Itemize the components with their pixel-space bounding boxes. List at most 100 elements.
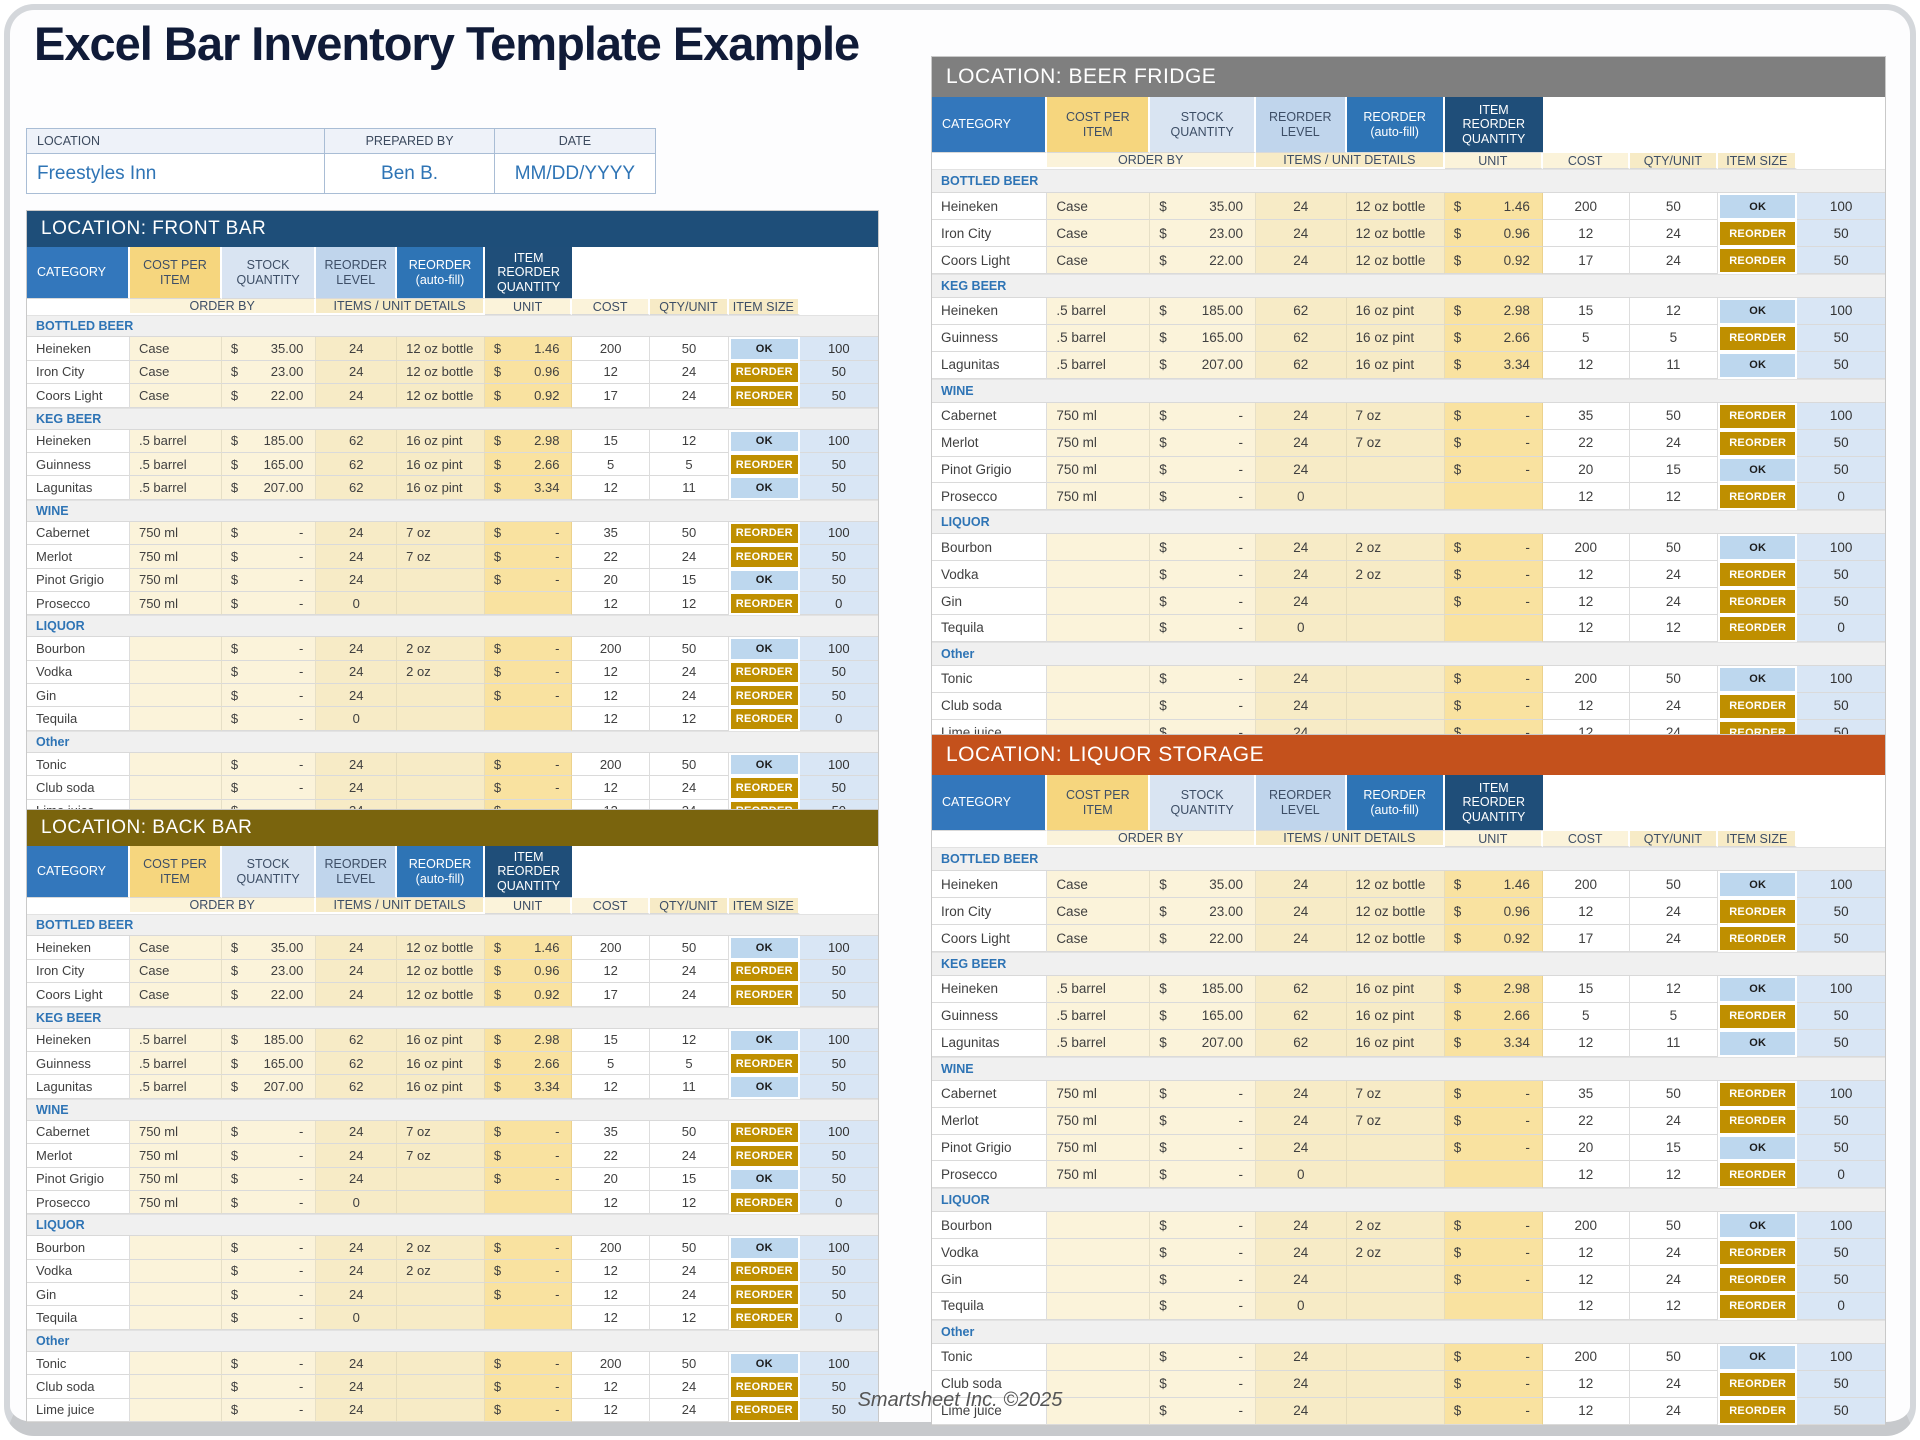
col-header-reorder-level[interactable]: REORDER LEVEL [316, 247, 398, 299]
cell-cost-per-item[interactable]: $- [1444, 1266, 1543, 1293]
reorder-status-cell[interactable]: REORDER [729, 1283, 800, 1307]
cell-reorder-level[interactable]: 11 [649, 476, 730, 500]
cell-cost[interactable]: $35.00 [221, 337, 317, 361]
cell-reorder-level[interactable]: 12 [649, 429, 730, 453]
cell-item-name[interactable]: Guinness [932, 324, 1048, 352]
cell-reorder-level[interactable]: 24 [649, 1375, 730, 1399]
cell-stock-quantity[interactable]: 200 [1542, 1343, 1630, 1371]
cell-stock-quantity[interactable]: 22 [572, 1144, 650, 1168]
cell-stock-quantity[interactable]: 200 [572, 1351, 650, 1376]
col-header-item-size[interactable]: ITEM SIZE [729, 299, 800, 316]
col-header-order-by[interactable]: ORDER BY [1047, 153, 1257, 170]
cell-qty-unit[interactable]: 0 [1256, 1292, 1347, 1320]
reorder-status-cell[interactable]: REORDER [1718, 1239, 1798, 1267]
cell-qty-unit[interactable]: 24 [1256, 871, 1347, 899]
cell-unit[interactable]: 750 ml [1047, 456, 1151, 484]
cell-qty-unit[interactable]: 24 [316, 752, 398, 777]
cell-cost[interactable]: $- [1150, 1134, 1257, 1162]
section-row-liquor[interactable]: LIQUOR [27, 615, 878, 638]
reorder-status-cell[interactable]: REORDER [1718, 1292, 1798, 1320]
cell-reorder-level[interactable]: 50 [1629, 665, 1719, 693]
cell-unit[interactable] [1047, 1343, 1151, 1371]
cell-cost-per-item[interactable]: $- [1444, 1343, 1543, 1371]
cell-unit[interactable]: Case [129, 959, 222, 984]
cell-reorder-level[interactable]: 24 [649, 545, 730, 569]
cell-cost[interactable]: $- [1150, 1239, 1257, 1267]
cell-qty-unit[interactable]: 24 [1256, 1397, 1347, 1425]
cell-cost-per-item[interactable]: $- [1444, 561, 1543, 589]
cell-cost[interactable]: $- [221, 1190, 317, 1215]
cell-stock-quantity[interactable]: 12 [572, 1283, 650, 1307]
cell-item-reorder-quantity[interactable]: 0 [1797, 483, 1885, 511]
cell-item-name[interactable]: Tonic [932, 665, 1048, 693]
cell-cost-per-item[interactable]: $1.46 [484, 936, 573, 960]
cell-reorder-level[interactable]: 24 [1629, 692, 1719, 720]
cell-qty-unit[interactable]: 24 [316, 545, 398, 569]
cell-cost[interactable]: $207.00 [221, 476, 317, 500]
cell-cost[interactable]: $- [1150, 588, 1257, 615]
cell-qty-unit[interactable]: 24 [316, 776, 398, 800]
cell-item-size[interactable]: 16 oz pint [397, 1028, 485, 1052]
cell-cost-per-item[interactable]: $- [484, 1236, 573, 1260]
col-header-reorder-autofill[interactable]: REORDER (auto-fill) [397, 846, 485, 898]
cell-item-reorder-quantity[interactable]: 100 [799, 337, 878, 361]
col-header-order-by[interactable]: ORDER BY [1047, 831, 1257, 848]
cell-item-name[interactable]: Bourbon [27, 637, 130, 661]
cell-stock-quantity[interactable]: 12 [1542, 1161, 1630, 1189]
cell-qty-unit[interactable]: 0 [316, 591, 398, 616]
cell-unit[interactable] [129, 1398, 222, 1423]
cell-item-name[interactable]: Bourbon [932, 1212, 1048, 1240]
col-header-item-reorder-quantity[interactable]: ITEM REORDER QUANTITY [1444, 97, 1543, 153]
cell-unit[interactable]: Case [1047, 247, 1151, 275]
col-header-items-unit-details[interactable]: ITEMS / UNIT DETAILS [316, 299, 485, 316]
cell-item-reorder-quantity[interactable]: 50 [1797, 351, 1885, 379]
cell-item-size[interactable] [1346, 614, 1445, 642]
cell-qty-unit[interactable]: 24 [316, 637, 398, 661]
cell-stock-quantity[interactable]: 12 [572, 1306, 650, 1330]
cell-item-reorder-quantity[interactable]: 50 [799, 983, 878, 1007]
cell-cost-per-item[interactable]: $0.96 [484, 959, 573, 984]
location-band-front-bar[interactable]: LOCATION: FRONT BAR [27, 211, 878, 247]
info-header-prepared-by[interactable]: PREPARED BY [325, 129, 495, 154]
info-header-location[interactable]: LOCATION [27, 129, 326, 154]
cell-item-size[interactable] [397, 1375, 485, 1399]
cell-reorder-level[interactable]: 15 [649, 1167, 730, 1191]
cell-cost-per-item[interactable]: $- [484, 568, 573, 592]
cell-item-name[interactable]: Vodka [932, 1239, 1048, 1267]
cell-item-reorder-quantity[interactable]: 50 [1797, 925, 1885, 953]
reorder-status-cell[interactable]: OK [729, 1236, 800, 1260]
cell-reorder-level[interactable]: 12 [1629, 1161, 1719, 1189]
cell-item-size[interactable]: 16 oz pint [1346, 976, 1445, 1003]
cell-item-reorder-quantity[interactable]: 50 [799, 1075, 878, 1099]
cell-stock-quantity[interactable]: 20 [572, 568, 650, 592]
cell-item-name[interactable]: Iron City [932, 220, 1048, 248]
cell-item-size[interactable] [397, 1306, 485, 1330]
section-row-bottled-beer[interactable]: BOTTLED BEER [27, 315, 878, 338]
cell-cost[interactable]: $23.00 [221, 959, 317, 984]
cell-cost-per-item[interactable]: $- [1444, 534, 1543, 562]
cell-cost-per-item[interactable]: $- [1444, 692, 1543, 720]
col-header-stock-quantity[interactable]: STOCK QUANTITY [221, 247, 317, 299]
cell-stock-quantity[interactable]: 15 [572, 429, 650, 453]
cell-cost[interactable]: $185.00 [221, 1028, 317, 1052]
cell-stock-quantity[interactable]: 35 [572, 1120, 650, 1145]
cell-item-reorder-quantity[interactable]: 50 [1797, 1397, 1885, 1425]
cell-item-name[interactable]: Cabernet [27, 1120, 130, 1145]
section-row-keg-beer[interactable]: KEG BEER [27, 407, 878, 430]
cell-item-name[interactable]: Vodka [27, 1259, 130, 1284]
cell-cost-per-item[interactable]: $1.46 [1444, 193, 1543, 221]
cell-cost-per-item[interactable]: $- [1444, 1370, 1543, 1398]
cell-item-reorder-quantity[interactable]: 50 [799, 545, 878, 569]
cell-item-reorder-quantity[interactable]: 100 [1797, 534, 1885, 562]
cell-qty-unit[interactable]: 24 [1256, 1370, 1347, 1398]
cell-unit[interactable]: 750 ml [129, 591, 222, 616]
cell-item-name[interactable]: Iron City [27, 360, 130, 385]
cell-cost[interactable]: $- [1150, 1212, 1257, 1240]
cell-cost[interactable]: $22.00 [1150, 925, 1257, 953]
cell-item-name[interactable]: Gin [27, 1283, 130, 1307]
cell-stock-quantity[interactable]: 12 [1542, 692, 1630, 720]
cell-cost-per-item[interactable]: $- [1444, 1080, 1543, 1108]
cell-cost-per-item[interactable]: $2.98 [484, 429, 573, 453]
cell-item-name[interactable]: Lagunitas [932, 351, 1048, 379]
info-value-location[interactable]: Freestyles Inn [27, 154, 326, 193]
